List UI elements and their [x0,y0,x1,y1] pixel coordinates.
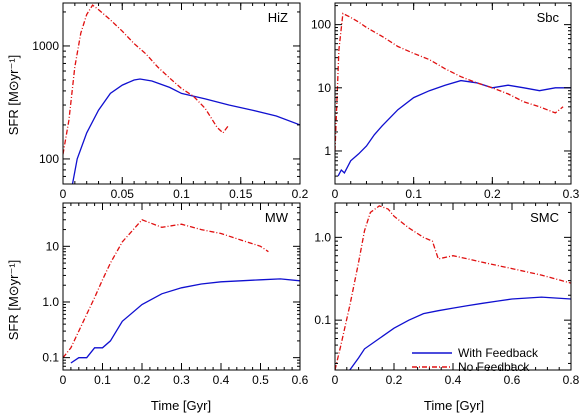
panel-label-sbc: Sbc [537,10,560,25]
xtick-label: 0 [332,373,339,387]
series-hiz-with-feedback [71,78,300,184]
panel-label-hiz: HiZ [268,10,288,25]
ytick-label: 100 [311,18,331,32]
ytick-label: 1 [324,144,331,158]
xtick-label: 0.1 [94,373,111,387]
xtick-label: 0.05 [111,187,135,201]
frame-mw [62,202,301,371]
xtick-label: 0.3 [563,187,580,201]
xtick-label: 0.5 [252,373,269,387]
panel-label-mw: MW [265,210,289,225]
series-sbc-no-feedback [335,12,564,152]
panel-smc: 0 0.2 0.4 0.6 0.8 0.1 1.0 SMC [314,202,580,387]
xlabel-right: Time [Gyr] [424,398,484,413]
xtick-label: 0.6 [292,373,309,387]
ylabel-top: SFR [M⊙yr⁻¹] [6,55,21,136]
panel-hiz: 0 0.05 0.1 0.15 0.2 100 1000 HiZ [32,2,309,201]
ytick-label: 10 [46,239,60,253]
series-mw-no-feedback [63,219,269,359]
xtick-label: 0.3 [173,373,190,387]
ytick-label: 1000 [32,39,59,53]
legend: With Feedback No Feedback [412,346,539,374]
xlabel-left: Time [Gyr] [151,398,211,413]
xtick-label: 0.4 [213,373,230,387]
series-hiz-no-feedback [63,4,230,155]
legend-label-no-feedback: No Feedback [458,360,530,374]
xtick-label: 0 [60,373,67,387]
panel-label-smc: SMC [530,210,559,225]
xtick-label: 0.1 [173,187,190,201]
xtick-label: 0.8 [563,373,580,387]
xtick-label: 0.2 [386,373,403,387]
xtick-label: 0.2 [292,187,309,201]
ylabel-bottom: SFR [M⊙yr⁻¹] [6,260,21,341]
series-smc-no-feedback [335,205,571,370]
frame-sbc [334,2,572,185]
xtick-label: 0.1 [405,187,422,201]
series-mw-with-feedback [70,278,300,364]
ytick-label: 100 [39,152,59,166]
ytick-label: 0.1 [314,313,331,327]
xtick-label: 0 [60,187,67,201]
xtick-label: 0 [332,187,339,201]
xtick-label: 0.15 [229,187,253,201]
xtick-label: 0.2 [484,187,501,201]
ytick-label: 1.0 [42,295,59,309]
ytick-label: 0.1 [42,351,59,365]
legend-label-with-feedback: With Feedback [458,346,539,360]
panel-sbc: 0 0.1 0.2 0.3 1 10 100 Sbc [311,2,580,201]
series-sbc-with-feedback [337,79,571,177]
ytick-label: 10 [318,81,332,95]
series-smc-with-feedback [349,296,571,370]
xtick-label: 0.6 [504,373,521,387]
xtick-label: 0.2 [134,373,151,387]
xtick-label: 0.4 [445,373,462,387]
ytick-label: 1.0 [314,230,331,244]
